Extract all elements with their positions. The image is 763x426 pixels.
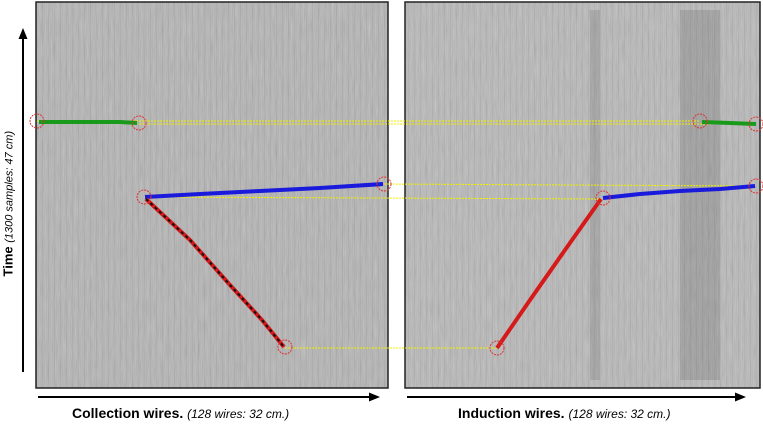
induction-red-track xyxy=(495,197,603,350)
y-axis-label: Time (1300 samples: 47 cm) xyxy=(0,131,16,277)
endpoint-circle xyxy=(277,339,293,355)
induction-panel xyxy=(404,1,761,389)
axis-arrows xyxy=(18,28,746,402)
match-lines xyxy=(37,120,757,349)
endpoint-circle xyxy=(489,340,505,356)
x-arrowhead-induction xyxy=(735,392,746,402)
match-line-blue-end xyxy=(383,183,757,187)
match-line-vertex xyxy=(143,196,603,200)
induction-blue-track xyxy=(602,184,756,200)
collection-dark-track xyxy=(145,198,285,348)
induction-title: Induction wires. xyxy=(458,405,565,421)
y-axis-title: Time xyxy=(0,246,16,277)
endpoint-circle xyxy=(692,113,708,129)
collection-x-label: Collection wires. (128 wires: 32 cm.) xyxy=(72,405,289,421)
induction-x-label: Induction wires. (128 wires: 32 cm.) xyxy=(458,405,671,421)
collection-green-track xyxy=(39,120,138,125)
y-axis-detail: (1300 samples: 47 cm) xyxy=(3,130,16,243)
endpoint-circle xyxy=(376,176,392,192)
induction-detail: (128 wires: 32 cm.) xyxy=(568,407,671,421)
endpoint-circle xyxy=(131,115,147,131)
y-arrowhead xyxy=(18,28,28,39)
x-arrowhead-collection xyxy=(369,392,380,402)
endpoint-circle xyxy=(748,178,763,194)
endpoint-circles xyxy=(29,113,763,356)
collection-detail: (128 wires: 32 cm.) xyxy=(187,407,290,421)
endpoint-circle xyxy=(595,190,611,206)
collection-title: Collection wires. xyxy=(72,405,184,421)
endpoint-circle xyxy=(748,116,763,132)
collection-tracks xyxy=(39,120,384,349)
induction-panel-frame xyxy=(404,1,761,389)
induction-tracks xyxy=(495,120,757,350)
endpoint-circle xyxy=(29,113,45,129)
collection-blue-track xyxy=(144,182,384,199)
collection-panel-frame xyxy=(35,1,389,389)
endpoint-circle xyxy=(136,189,152,205)
induction-green-track xyxy=(701,120,757,126)
